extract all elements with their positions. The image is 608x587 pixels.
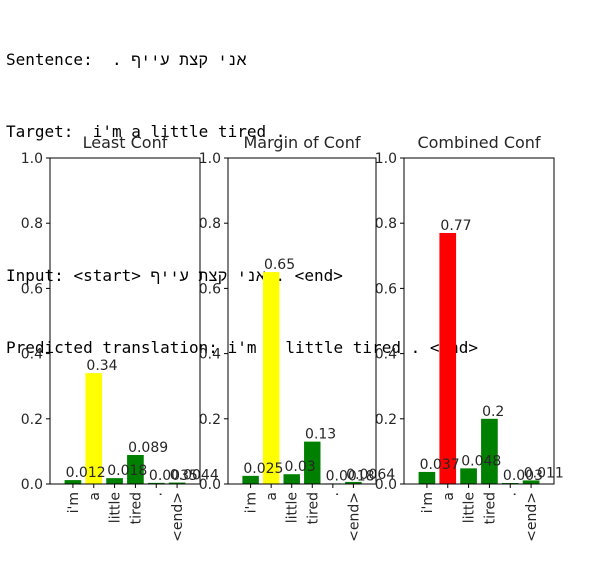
y-tick-label: 1.0 [199, 151, 221, 167]
x-tick-label: tired [305, 492, 321, 524]
prediction-label: Predicted translation: [6, 338, 218, 357]
bar [262, 272, 280, 484]
x-tick-label: . [326, 492, 342, 496]
input-line: Input: <start> אני קצת עייף . <end> [6, 264, 478, 288]
x-tick-label: i'm [420, 492, 436, 513]
data-label: 0.003 [503, 468, 543, 484]
console-output: Sentence: אני קצת עייף . Target: i'm a l… [6, 0, 478, 384]
x-tick-label: <end> [170, 492, 186, 542]
chart-title: Least Conf [83, 133, 168, 152]
data-label: 0.77 [440, 218, 471, 234]
input-label: Input: [6, 266, 64, 285]
x-tick-label: tired [482, 492, 498, 524]
prediction-line: Predicted translation: i'm a little tire… [6, 336, 478, 360]
bar [283, 474, 300, 484]
bar [522, 480, 540, 484]
x-tick-label: i'm [66, 492, 82, 513]
x-tick-label: a [87, 492, 103, 501]
y-tick-label: 0.4 [199, 347, 221, 363]
plot-frame [49, 157, 201, 485]
data-label: 0.0018 [326, 468, 375, 484]
data-label: 0.34 [86, 358, 117, 374]
data-label: 0.012 [66, 465, 106, 481]
bar [64, 480, 82, 484]
data-label: 0.13 [305, 427, 336, 443]
y-tick-label: 0.2 [199, 412, 221, 428]
y-tick-label: 0.6 [375, 281, 397, 297]
y-tick-label: 0.0 [199, 477, 221, 493]
target-label: Target: [6, 122, 74, 141]
y-tick-label: 0.4 [375, 347, 397, 363]
plot-frame [227, 157, 377, 485]
x-tick-label: . [503, 492, 519, 496]
data-label: 0.65 [264, 257, 295, 273]
y-tick-label: 0.8 [375, 216, 397, 232]
data-label: 0.0035 [149, 468, 198, 484]
bar [345, 481, 362, 484]
x-tick-label: little [285, 492, 301, 523]
data-label: 0.025 [243, 461, 283, 477]
bar [418, 471, 436, 484]
x-tick-label: . [149, 492, 165, 496]
y-tick-label: 0.6 [199, 281, 221, 297]
sentence-text: אני קצת עייף . [111, 50, 247, 69]
x-tick-label: little [108, 492, 124, 523]
x-tick-label: a [441, 492, 457, 501]
y-tick-label: 0.8 [199, 216, 221, 232]
bar [106, 478, 123, 484]
plot-frame [403, 157, 555, 485]
bar [439, 232, 457, 484]
sentence-label: Sentence: [6, 50, 93, 69]
y-tick-label: 0.4 [21, 347, 43, 363]
y-tick-label: 0.2 [375, 412, 397, 428]
data-label: 0.037 [420, 457, 460, 473]
input-text: <start> אני קצת עייף . <end> [73, 266, 343, 285]
bar [147, 482, 165, 484]
y-tick-label: 0.6 [21, 281, 43, 297]
bar [127, 454, 144, 484]
x-tick-label: little [462, 492, 478, 523]
data-label: 0.2 [482, 404, 504, 420]
x-tick-label: i'm [244, 492, 260, 513]
y-tick-label: 0.0 [375, 477, 397, 493]
data-label: 0.03 [285, 459, 316, 475]
y-tick-label: 0.0 [21, 477, 43, 493]
chart-title: Combined Conf [417, 133, 540, 152]
bar [460, 468, 477, 484]
y-tick-label: 0.8 [21, 216, 43, 232]
x-tick-label: <end> [346, 492, 362, 542]
x-tick-label: a [264, 492, 280, 501]
bar [168, 482, 186, 484]
chart-title: Margin of Conf [244, 133, 361, 152]
sentence-line: Sentence: אני קצת עייף . [6, 48, 478, 72]
data-label: 0.018 [107, 463, 147, 479]
x-tick-label: tired [128, 492, 144, 524]
target-line: Target: i'm a little tired . [6, 120, 478, 144]
y-tick-label: 1.0 [21, 151, 43, 167]
data-label: 0.0064 [346, 467, 395, 483]
bar [481, 418, 498, 484]
data-label: 0.0044 [170, 468, 219, 484]
y-tick-label: 0.2 [21, 412, 43, 428]
data-label: 0.089 [128, 440, 168, 456]
bar [304, 441, 321, 484]
bar [242, 475, 259, 484]
x-tick-label: <end> [524, 492, 540, 542]
data-label: 0.011 [524, 465, 564, 481]
y-tick-label: 1.0 [375, 151, 397, 167]
target-text: i'm a little tired . [92, 122, 286, 141]
bar [85, 373, 103, 484]
data-label: 0.048 [461, 453, 501, 469]
